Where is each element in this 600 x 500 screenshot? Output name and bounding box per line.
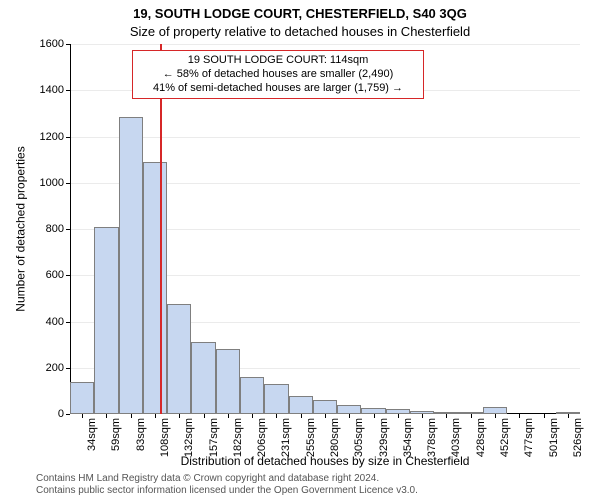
xtick-mark (374, 414, 375, 418)
footer-line-1: Contains HM Land Registry data © Crown c… (36, 473, 418, 485)
annotation-line-1: 19 SOUTH LODGE COURT: 114sqm (139, 54, 417, 68)
ytick-label: 200 (46, 362, 70, 374)
xtick-mark (106, 414, 107, 418)
histogram-bar (191, 342, 215, 414)
xtick-mark (276, 414, 277, 418)
xtick-mark (131, 414, 132, 418)
chart-subtitle: Size of property relative to detached ho… (0, 24, 600, 39)
histogram-bar (70, 382, 94, 414)
xtick-label: 157sqm (208, 414, 220, 457)
xtick-label: 428sqm (475, 414, 487, 457)
chart-title-address: 19, SOUTH LODGE COURT, CHESTERFIELD, S40… (0, 6, 600, 21)
xtick-mark (495, 414, 496, 418)
y-axis-label: Number of detached properties (14, 146, 28, 311)
xtick-mark (398, 414, 399, 418)
histogram-bar (337, 405, 361, 414)
histogram-bar (216, 349, 240, 414)
ytick-label: 1200 (40, 131, 70, 143)
ytick-label: 800 (46, 223, 70, 235)
annotation-box: 19 SOUTH LODGE COURT: 114sqm← 58% of det… (132, 50, 424, 99)
histogram-bar (483, 407, 507, 414)
xtick-label: 501sqm (548, 414, 560, 457)
xtick-label: 182sqm (232, 414, 244, 457)
attribution-footer: Contains HM Land Registry data © Crown c… (36, 473, 418, 496)
ytick-label: 600 (46, 269, 70, 281)
xtick-label: 206sqm (256, 414, 268, 457)
xtick-label: 255sqm (305, 414, 317, 457)
histogram-bar (119, 117, 143, 414)
xtick-label: 34sqm (86, 414, 98, 451)
xtick-label: 280sqm (329, 414, 341, 457)
xtick-mark (204, 414, 205, 418)
ytick-label: 400 (46, 316, 70, 328)
xtick-label: 329sqm (378, 414, 390, 457)
plot-area: 0200400600800100012001400160034sqm59sqm8… (70, 44, 580, 414)
xtick-mark (82, 414, 83, 418)
property-size-marker (160, 44, 162, 414)
histogram-bar (240, 377, 264, 414)
ytick-label: 1000 (40, 177, 70, 189)
ytick-label: 0 (58, 408, 70, 420)
grid-line (70, 44, 580, 45)
footer-line-2: Contains public sector information licen… (36, 485, 418, 497)
histogram-bar (264, 384, 288, 414)
xtick-label: 378sqm (426, 414, 438, 457)
histogram-bar (94, 227, 118, 414)
xtick-mark (228, 414, 229, 418)
histogram-bar (167, 304, 191, 414)
annotation-line-3: 41% of semi-detached houses are larger (… (139, 82, 417, 96)
xtick-label: 231sqm (280, 414, 292, 457)
xtick-mark (519, 414, 520, 418)
xtick-mark (252, 414, 253, 418)
histogram-bar (143, 162, 167, 414)
xtick-mark (544, 414, 545, 418)
xtick-label: 132sqm (183, 414, 195, 457)
annotation-line-2: ← 58% of detached houses are smaller (2,… (139, 68, 417, 82)
xtick-mark (349, 414, 350, 418)
xtick-mark (301, 414, 302, 418)
xtick-mark (422, 414, 423, 418)
xtick-mark (155, 414, 156, 418)
xtick-mark (446, 414, 447, 418)
xtick-label: 108sqm (159, 414, 171, 457)
xtick-label: 526sqm (572, 414, 584, 457)
xtick-label: 354sqm (402, 414, 414, 457)
xtick-label: 403sqm (450, 414, 462, 457)
xtick-mark (179, 414, 180, 418)
xtick-mark (568, 414, 569, 418)
histogram-bar (313, 400, 337, 414)
xtick-mark (325, 414, 326, 418)
y-axis-label-wrap: Number of detached properties (12, 44, 30, 414)
xtick-mark (471, 414, 472, 418)
grid-line (70, 137, 580, 138)
xtick-label: 83sqm (135, 414, 147, 451)
xtick-label: 59sqm (110, 414, 122, 451)
ytick-label: 1600 (40, 38, 70, 50)
xtick-label: 477sqm (523, 414, 535, 457)
x-axis-label: Distribution of detached houses by size … (70, 454, 580, 468)
xtick-label: 305sqm (353, 414, 365, 457)
xtick-label: 452sqm (499, 414, 511, 457)
ytick-label: 1400 (40, 84, 70, 96)
histogram-bar (289, 396, 313, 415)
